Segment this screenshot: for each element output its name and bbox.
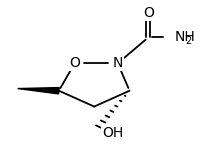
Text: 2: 2	[185, 36, 192, 47]
Text: OH: OH	[102, 126, 123, 140]
Text: N: N	[113, 56, 123, 70]
Text: NH: NH	[175, 30, 195, 44]
Polygon shape	[18, 88, 59, 94]
Text: O: O	[143, 6, 154, 20]
Text: O: O	[69, 56, 80, 70]
